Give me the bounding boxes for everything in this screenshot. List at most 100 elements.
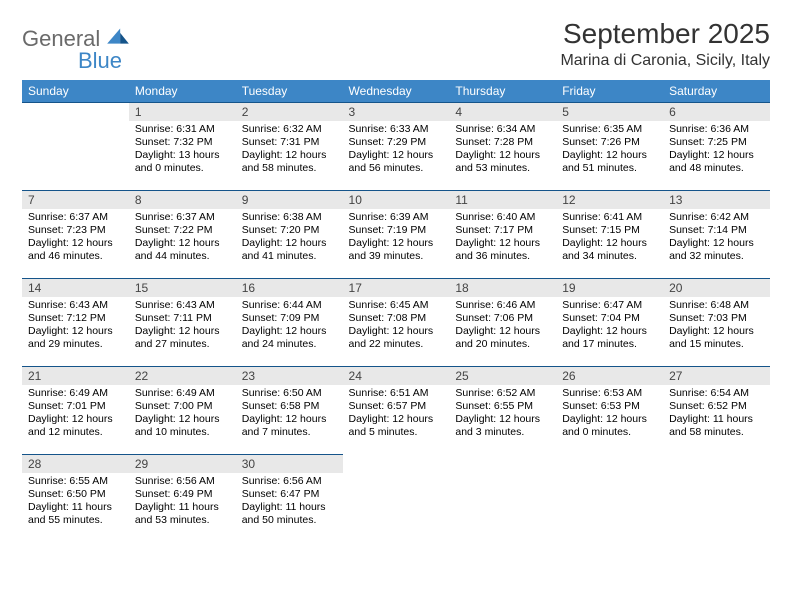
day-content: Sunrise: 6:39 AMSunset: 7:19 PMDaylight:… <box>343 209 450 268</box>
daylight-text: Daylight: 12 hours and 22 minutes. <box>349 325 444 351</box>
day-content: Sunrise: 6:56 AMSunset: 6:49 PMDaylight:… <box>129 473 236 532</box>
calendar-cell <box>663 455 770 543</box>
day-number: 27 <box>663 367 770 385</box>
calendar-cell: 3Sunrise: 6:33 AMSunset: 7:29 PMDaylight… <box>343 103 450 191</box>
sunrise-text: Sunrise: 6:32 AM <box>242 123 337 136</box>
calendar-cell: 5Sunrise: 6:35 AMSunset: 7:26 PMDaylight… <box>556 103 663 191</box>
sunset-text: Sunset: 6:53 PM <box>562 400 657 413</box>
sunset-text: Sunset: 7:17 PM <box>455 224 550 237</box>
daylight-text: Daylight: 12 hours and 58 minutes. <box>242 149 337 175</box>
sunrise-text: Sunrise: 6:35 AM <box>562 123 657 136</box>
day-content: Sunrise: 6:47 AMSunset: 7:04 PMDaylight:… <box>556 297 663 356</box>
calendar-cell: 9Sunrise: 6:38 AMSunset: 7:20 PMDaylight… <box>236 191 343 279</box>
daylight-text: Daylight: 12 hours and 32 minutes. <box>669 237 764 263</box>
day-number: 19 <box>556 279 663 297</box>
daylight-text: Daylight: 12 hours and 36 minutes. <box>455 237 550 263</box>
day-number: 21 <box>22 367 129 385</box>
daylight-text: Daylight: 12 hours and 41 minutes. <box>242 237 337 263</box>
sunrise-text: Sunrise: 6:54 AM <box>669 387 764 400</box>
day-header: Thursday <box>449 80 556 103</box>
day-number: 18 <box>449 279 556 297</box>
day-content: Sunrise: 6:50 AMSunset: 6:58 PMDaylight:… <box>236 385 343 444</box>
day-number: 16 <box>236 279 343 297</box>
daylight-text: Daylight: 12 hours and 51 minutes. <box>562 149 657 175</box>
sunrise-text: Sunrise: 6:47 AM <box>562 299 657 312</box>
day-number: 13 <box>663 191 770 209</box>
calendar-cell: 24Sunrise: 6:51 AMSunset: 6:57 PMDayligh… <box>343 367 450 455</box>
day-content: Sunrise: 6:43 AMSunset: 7:12 PMDaylight:… <box>22 297 129 356</box>
calendar-cell: 26Sunrise: 6:53 AMSunset: 6:53 PMDayligh… <box>556 367 663 455</box>
daylight-text: Daylight: 12 hours and 5 minutes. <box>349 413 444 439</box>
calendar-cell: 19Sunrise: 6:47 AMSunset: 7:04 PMDayligh… <box>556 279 663 367</box>
day-header: Wednesday <box>343 80 450 103</box>
day-header: Saturday <box>663 80 770 103</box>
day-header: Tuesday <box>236 80 343 103</box>
day-number: 29 <box>129 455 236 473</box>
daylight-text: Daylight: 11 hours and 55 minutes. <box>28 501 123 527</box>
sunrise-text: Sunrise: 6:56 AM <box>135 475 230 488</box>
daylight-text: Daylight: 12 hours and 7 minutes. <box>242 413 337 439</box>
day-number: 6 <box>663 103 770 121</box>
calendar-cell: 22Sunrise: 6:49 AMSunset: 7:00 PMDayligh… <box>129 367 236 455</box>
day-content: Sunrise: 6:45 AMSunset: 7:08 PMDaylight:… <box>343 297 450 356</box>
sunrise-text: Sunrise: 6:52 AM <box>455 387 550 400</box>
daylight-text: Daylight: 11 hours and 58 minutes. <box>669 413 764 439</box>
day-content: Sunrise: 6:55 AMSunset: 6:50 PMDaylight:… <box>22 473 129 532</box>
day-content: Sunrise: 6:44 AMSunset: 7:09 PMDaylight:… <box>236 297 343 356</box>
calendar-cell: 10Sunrise: 6:39 AMSunset: 7:19 PMDayligh… <box>343 191 450 279</box>
day-content: Sunrise: 6:53 AMSunset: 6:53 PMDaylight:… <box>556 385 663 444</box>
day-number: 25 <box>449 367 556 385</box>
sunset-text: Sunset: 7:12 PM <box>28 312 123 325</box>
daylight-text: Daylight: 11 hours and 50 minutes. <box>242 501 337 527</box>
day-content: Sunrise: 6:37 AMSunset: 7:23 PMDaylight:… <box>22 209 129 268</box>
daylight-text: Daylight: 12 hours and 12 minutes. <box>28 413 123 439</box>
day-header: Sunday <box>22 80 129 103</box>
calendar-cell: 18Sunrise: 6:46 AMSunset: 7:06 PMDayligh… <box>449 279 556 367</box>
daylight-text: Daylight: 12 hours and 3 minutes. <box>455 413 550 439</box>
sunset-text: Sunset: 7:25 PM <box>669 136 764 149</box>
daylight-text: Daylight: 12 hours and 0 minutes. <box>562 413 657 439</box>
sunset-text: Sunset: 6:55 PM <box>455 400 550 413</box>
calendar-cell: 4Sunrise: 6:34 AMSunset: 7:28 PMDaylight… <box>449 103 556 191</box>
day-number: 5 <box>556 103 663 121</box>
day-number: 4 <box>449 103 556 121</box>
daylight-text: Daylight: 12 hours and 27 minutes. <box>135 325 230 351</box>
day-number: 30 <box>236 455 343 473</box>
sunset-text: Sunset: 7:29 PM <box>349 136 444 149</box>
calendar-cell: 20Sunrise: 6:48 AMSunset: 7:03 PMDayligh… <box>663 279 770 367</box>
month-title: September 2025 <box>560 18 770 50</box>
calendar-cell: 12Sunrise: 6:41 AMSunset: 7:15 PMDayligh… <box>556 191 663 279</box>
day-number: 3 <box>343 103 450 121</box>
logo-triangle-icon <box>105 22 131 48</box>
calendar-cell: 21Sunrise: 6:49 AMSunset: 7:01 PMDayligh… <box>22 367 129 455</box>
calendar-header-row: SundayMondayTuesdayWednesdayThursdayFrid… <box>22 80 770 103</box>
calendar-cell: 8Sunrise: 6:37 AMSunset: 7:22 PMDaylight… <box>129 191 236 279</box>
sunset-text: Sunset: 7:04 PM <box>562 312 657 325</box>
sunset-text: Sunset: 6:58 PM <box>242 400 337 413</box>
daylight-text: Daylight: 12 hours and 20 minutes. <box>455 325 550 351</box>
day-number: 9 <box>236 191 343 209</box>
calendar-cell: 14Sunrise: 6:43 AMSunset: 7:12 PMDayligh… <box>22 279 129 367</box>
sunrise-text: Sunrise: 6:31 AM <box>135 123 230 136</box>
sunrise-text: Sunrise: 6:33 AM <box>349 123 444 136</box>
sunset-text: Sunset: 6:50 PM <box>28 488 123 501</box>
day-number: 22 <box>129 367 236 385</box>
daylight-text: Daylight: 12 hours and 44 minutes. <box>135 237 230 263</box>
calendar-table: SundayMondayTuesdayWednesdayThursdayFrid… <box>22 80 770 543</box>
calendar-week-row: 21Sunrise: 6:49 AMSunset: 7:01 PMDayligh… <box>22 367 770 455</box>
sunset-text: Sunset: 7:22 PM <box>135 224 230 237</box>
calendar-cell <box>22 103 129 191</box>
day-content: Sunrise: 6:49 AMSunset: 7:00 PMDaylight:… <box>129 385 236 444</box>
day-number: 26 <box>556 367 663 385</box>
sunrise-text: Sunrise: 6:38 AM <box>242 211 337 224</box>
calendar-cell: 1Sunrise: 6:31 AMSunset: 7:32 PMDaylight… <box>129 103 236 191</box>
day-header: Friday <box>556 80 663 103</box>
sunset-text: Sunset: 7:15 PM <box>562 224 657 237</box>
calendar-week-row: 1Sunrise: 6:31 AMSunset: 7:32 PMDaylight… <box>22 103 770 191</box>
sunrise-text: Sunrise: 6:44 AM <box>242 299 337 312</box>
calendar-cell: 13Sunrise: 6:42 AMSunset: 7:14 PMDayligh… <box>663 191 770 279</box>
sunrise-text: Sunrise: 6:49 AM <box>28 387 123 400</box>
sunrise-text: Sunrise: 6:41 AM <box>562 211 657 224</box>
day-number: 28 <box>22 455 129 473</box>
daylight-text: Daylight: 12 hours and 15 minutes. <box>669 325 764 351</box>
